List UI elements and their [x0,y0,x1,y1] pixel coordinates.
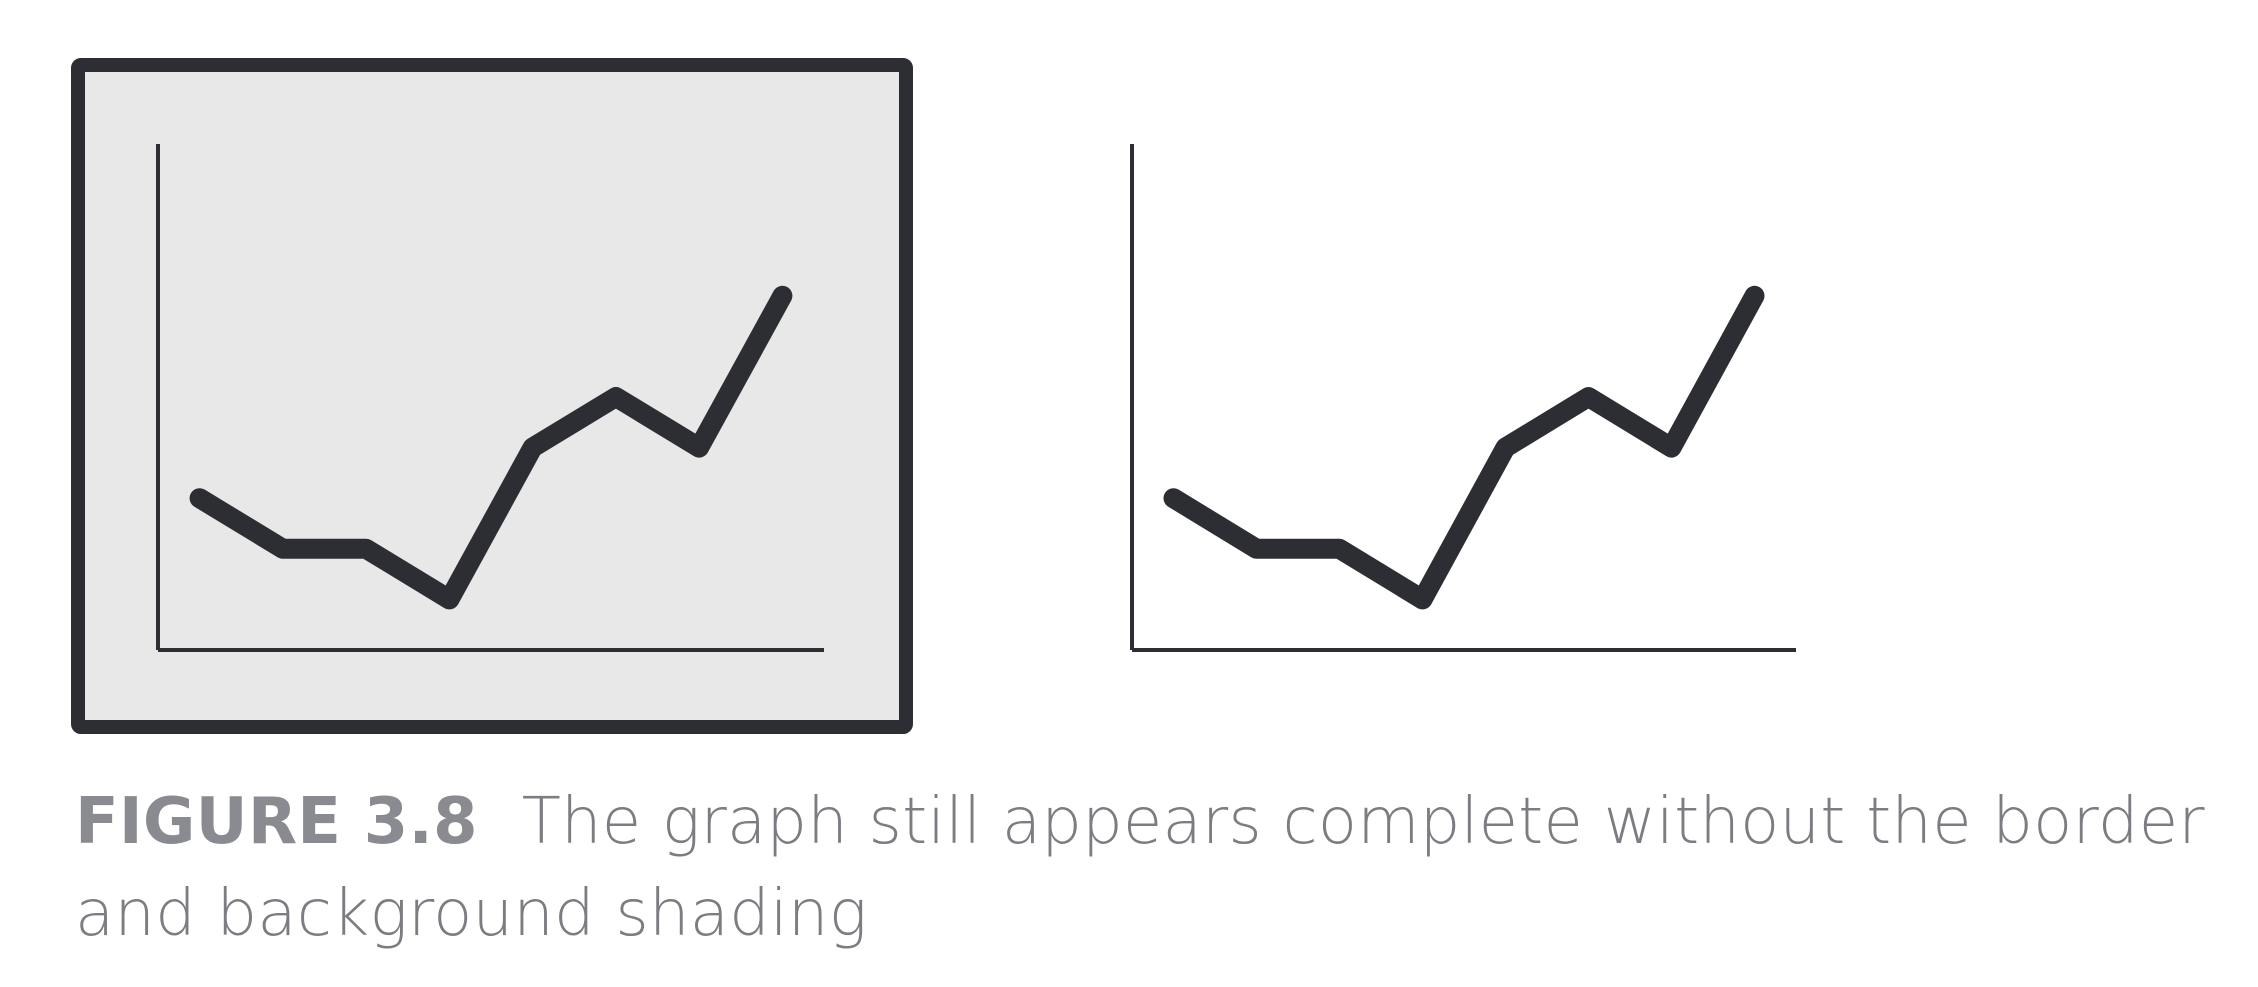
figure-label: FIGURE 3.8 [75,785,478,859]
chart-border-frame [71,58,913,734]
figure-area [71,58,1796,734]
series-line [1163,285,1765,610]
figure-caption: FIGURE 3.8 The graph still appears comple… [75,776,2245,960]
figure-caption-text: The graph still appears complete without… [75,785,2205,951]
chart-with-border [71,58,913,734]
chart-without-border [1130,144,1796,652]
series-line [189,285,793,610]
